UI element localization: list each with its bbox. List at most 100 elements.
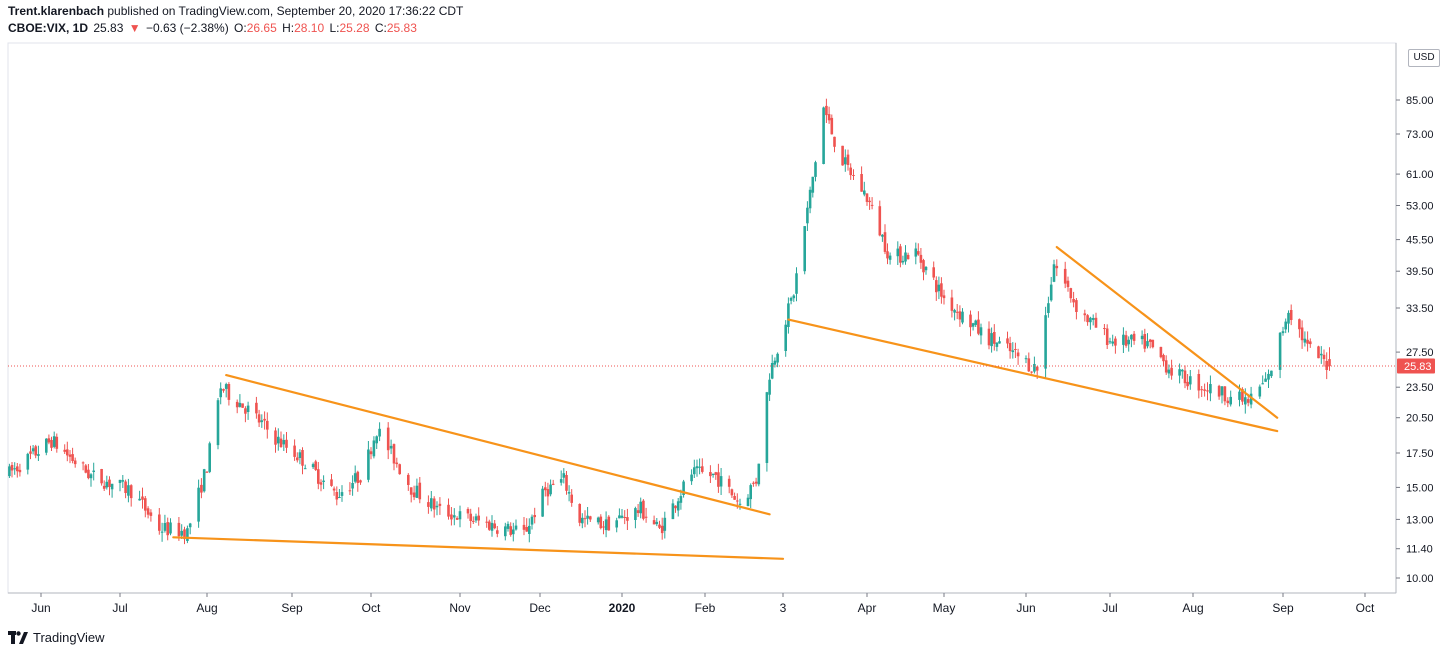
candle-body: [177, 522, 181, 537]
candle-body: [389, 445, 393, 449]
price-tick-label: 23.50: [1406, 382, 1434, 394]
candle-body: [711, 473, 715, 475]
candle-body: [63, 449, 66, 452]
trendline[interactable]: [225, 374, 771, 516]
candle-body: [1270, 370, 1273, 377]
candle-body: [509, 526, 512, 535]
candle-body: [158, 514, 161, 531]
candle-body: [84, 465, 88, 473]
candle-body: [485, 521, 488, 523]
candle-body: [525, 527, 528, 532]
candle-body: [814, 162, 817, 177]
candle-body: [124, 481, 127, 493]
candle-body: [567, 492, 571, 494]
candle-body: [998, 341, 1001, 344]
candle-body: [833, 136, 836, 147]
candle-body: [551, 483, 555, 485]
trendline[interactable]: [1055, 246, 1279, 419]
candle-body: [100, 469, 103, 484]
candle-body: [298, 452, 302, 458]
candle-body: [458, 511, 462, 520]
candle-body: [932, 267, 935, 278]
candle-body: [466, 509, 470, 514]
candle-body: [639, 501, 642, 514]
time-tick-label: May: [933, 601, 956, 615]
candle-body: [727, 478, 731, 487]
current-price-tag: 25.83: [1397, 358, 1435, 374]
trendlines[interactable]: [172, 246, 1279, 560]
candle-body: [257, 414, 261, 423]
price-tick-label: 11.40: [1406, 544, 1433, 556]
candle-body: [827, 114, 831, 121]
price-axis[interactable]: 10.00 11.40 13.00 15.00 17.50 20.50 23.50 27.50…: [1396, 95, 1434, 585]
candle-body: [565, 475, 568, 491]
candle-body: [183, 529, 186, 540]
candle-body: [644, 516, 648, 518]
trendline[interactable]: [787, 318, 1279, 433]
candle-body: [987, 328, 991, 346]
candle-body: [1167, 369, 1171, 374]
candle-body: [45, 438, 48, 453]
candle-body: [658, 524, 661, 528]
candle-body: [676, 501, 680, 511]
last-price: 25.83: [93, 21, 124, 35]
candle-body: [663, 517, 667, 531]
currency-button[interactable]: USD: [1408, 49, 1440, 67]
candle-body: [581, 517, 584, 524]
candle-body: [1300, 327, 1304, 341]
candle-body: [698, 466, 701, 468]
candle-body: [1206, 390, 1209, 392]
candle-body: [883, 232, 887, 252]
price-tick-label: 27.50: [1406, 347, 1434, 359]
candle-body: [749, 485, 752, 500]
candle-body: [530, 516, 534, 525]
candle-body: [102, 485, 106, 489]
candle-body: [1047, 303, 1050, 313]
candle-body: [1306, 339, 1309, 344]
candle-body: [453, 515, 456, 518]
candle-body: [1258, 386, 1262, 397]
candle-body: [1229, 396, 1232, 405]
candle-body: [1016, 352, 1020, 357]
tradingview-logo-icon: [8, 630, 28, 644]
candle-body: [789, 297, 793, 301]
candle-body: [961, 311, 964, 323]
time-axis[interactable]: Jun Jul Aug Sep Oct Nov Dec 2020 Feb 3 Apr May Jun Ju…: [31, 593, 1375, 615]
candle-body: [792, 295, 796, 299]
candle-body: [144, 498, 147, 511]
candle-body: [386, 427, 390, 451]
candle-body: [322, 480, 325, 482]
candle-body: [219, 388, 222, 398]
candle-body: [512, 529, 515, 535]
candle-body: [1289, 310, 1293, 320]
candle-body: [1189, 376, 1192, 385]
candle-body: [319, 482, 323, 485]
candle-body: [235, 401, 239, 408]
trendline[interactable]: [172, 536, 785, 560]
candle-body: [979, 327, 983, 336]
low-value: 25.28: [339, 21, 370, 35]
candle-body: [671, 503, 675, 520]
candle-body: [1287, 312, 1290, 324]
candle-body: [1127, 339, 1130, 345]
candle-body: [1094, 317, 1098, 328]
time-tick-label: Oct: [1356, 601, 1375, 615]
candle-body: [255, 402, 258, 414]
candle-body: [626, 517, 629, 521]
candle-body: [409, 487, 413, 495]
candle-body: [224, 384, 228, 389]
price-tick-label: 20.50: [1406, 413, 1434, 425]
tradingview-brand[interactable]: TradingView: [33, 630, 105, 645]
price-tick-label: 33.50: [1406, 303, 1434, 315]
time-tick-label: Jun: [1016, 601, 1035, 615]
candle-body: [395, 462, 399, 465]
publish-info: Trent.klarenbach published on TradingVie…: [8, 4, 463, 18]
candle-body: [1261, 383, 1264, 385]
candle-body: [260, 420, 264, 423]
candle-body: [995, 342, 999, 347]
candle-body: [435, 505, 439, 508]
time-tick-label: Jul: [1102, 601, 1117, 615]
author-name[interactable]: Trent.klarenbach: [8, 4, 105, 18]
candle-body: [846, 154, 850, 165]
